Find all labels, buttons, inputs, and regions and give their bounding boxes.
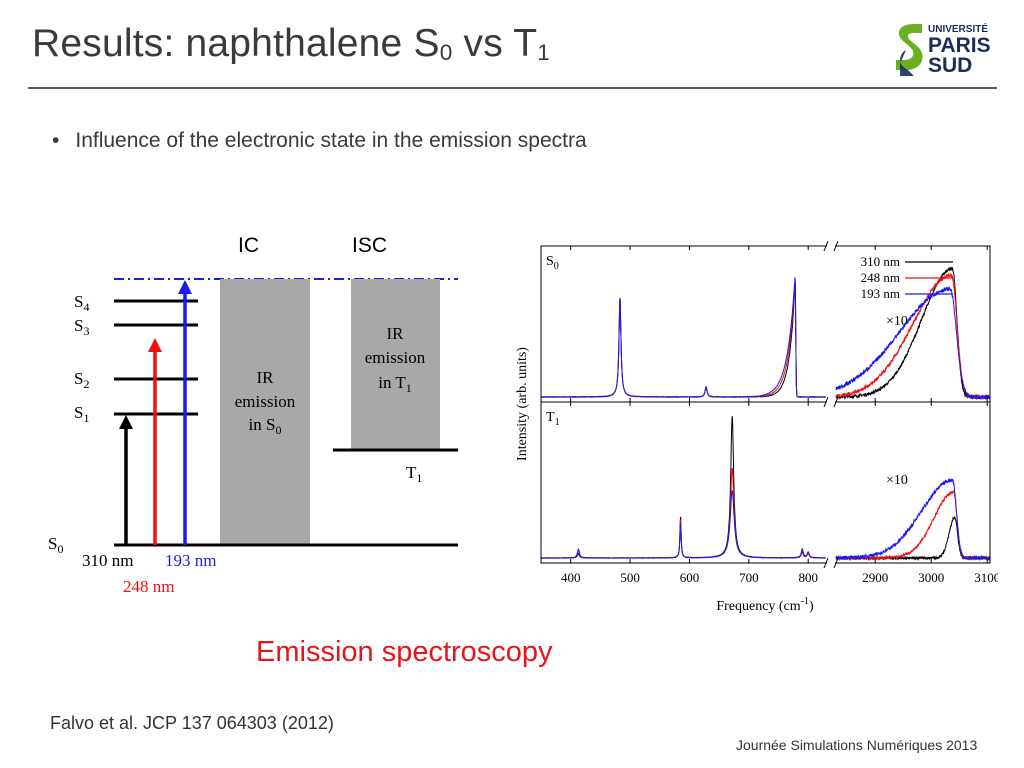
axis-break-mark-b-1 (833, 396, 839, 408)
series-line-high-193nm (835, 285, 990, 400)
label-s2: S2 (74, 369, 89, 391)
isc-emission-box (351, 279, 440, 449)
axis-break-mark-1 (823, 396, 829, 408)
x-tick-label: 700 (739, 570, 759, 585)
y-axis-label: Intensity (arb. units) (515, 347, 530, 461)
axis-break-gap-0 (827, 241, 835, 251)
title-divider (28, 87, 997, 89)
bullet-marker: • (52, 129, 60, 152)
axis-break-mark-2 (823, 557, 829, 569)
isc-box-line1: IR (387, 324, 405, 343)
panel-1-series (541, 416, 990, 562)
arrowhead-193nm (178, 280, 192, 294)
slide-caption: Emission spectroscopy (256, 636, 553, 668)
ic-box-line1: IR (257, 368, 275, 387)
axis-break-gap-2 (827, 558, 835, 568)
label-193nm: 193 nm (165, 551, 216, 570)
series-line-low-248nm (541, 278, 826, 399)
isc-label: ISC (352, 234, 387, 257)
label-t1: T1 (406, 463, 422, 485)
scale-note-1: ×10 (886, 473, 908, 488)
x-tick-label: 3000 (918, 570, 944, 585)
slide-title: Results: naphthalene S0 vs T1 (32, 22, 551, 66)
emission-spectra-chart: 400 500 600 700 800 2900 3000 3100 Frequency (cm… (515, 240, 998, 614)
axis-break-gap-1 (827, 397, 835, 407)
series-line-low-310nm (541, 284, 826, 398)
energy-level-diagram: IC ISC IR emission in S0 IR emission in … (48, 234, 458, 596)
x-tick-label: 500 (620, 570, 640, 585)
arrowhead-248nm (148, 338, 162, 352)
series-line-low-310nm (541, 416, 826, 559)
series-line-low-193nm (541, 277, 826, 399)
axis-break-mark-b-0 (833, 240, 839, 252)
footer-text: Journée Simulations Numériques 2013 (736, 737, 978, 753)
x-tick-label: 2900 (862, 570, 888, 585)
label-s0: S0 (48, 534, 63, 556)
x-axis-label: Frequency (cm-1) (716, 596, 814, 614)
isc-box-line2: emission (365, 348, 426, 367)
series-line-high-310nm (835, 266, 990, 401)
bullet-text: Influence of the electronic state in the… (75, 129, 587, 152)
logo-line1: UNIVERSITÉ (928, 22, 988, 35)
bullet-point: • Influence of the electronic state in th… (52, 129, 587, 153)
legend-label: 248 nm (861, 270, 900, 285)
ic-box-line3: in S0 (249, 415, 282, 437)
label-s3: S3 (74, 316, 89, 338)
label-310nm: 310 nm (82, 551, 133, 570)
citation: Falvo et al. JCP 137 064303 (2012) (50, 713, 334, 733)
series-line-high-193nm (835, 478, 990, 562)
ic-emission-box (220, 279, 310, 545)
x-tick-label: 400 (561, 570, 581, 585)
series-line-low-193nm (541, 490, 826, 560)
isc-box-line3: in T1 (378, 373, 412, 395)
logo-line2: PARIS (928, 34, 991, 57)
legend-label: 310 nm (861, 254, 900, 269)
panel-label-0: S0 (546, 254, 559, 272)
axis-break-mark-0 (823, 240, 829, 252)
label-248nm: 248 nm (123, 577, 174, 596)
ic-label: IC (238, 234, 259, 257)
panel-label-1: T1 (546, 410, 560, 428)
label-s4: S4 (74, 292, 89, 314)
logo-line3: SUD (928, 54, 972, 77)
university-logo: UNIVERSITÉ PARIS SUD (896, 22, 991, 77)
x-tick-label: 600 (680, 570, 700, 585)
axis-break-mark-b-2 (833, 557, 839, 569)
arrowhead-310nm (119, 415, 133, 429)
series-line-low-248nm (541, 467, 826, 559)
series-line-high-248nm (835, 272, 990, 401)
x-tick-label: 3100 (974, 570, 998, 585)
panel-0-series (541, 266, 990, 401)
x-tick-label: 800 (798, 570, 818, 585)
legend-label: 193 nm (861, 286, 900, 301)
ic-box-line2: emission (235, 392, 296, 411)
chart-frame (540, 245, 991, 564)
label-s1: S1 (74, 403, 89, 425)
scale-note-0: ×10 (886, 314, 908, 329)
